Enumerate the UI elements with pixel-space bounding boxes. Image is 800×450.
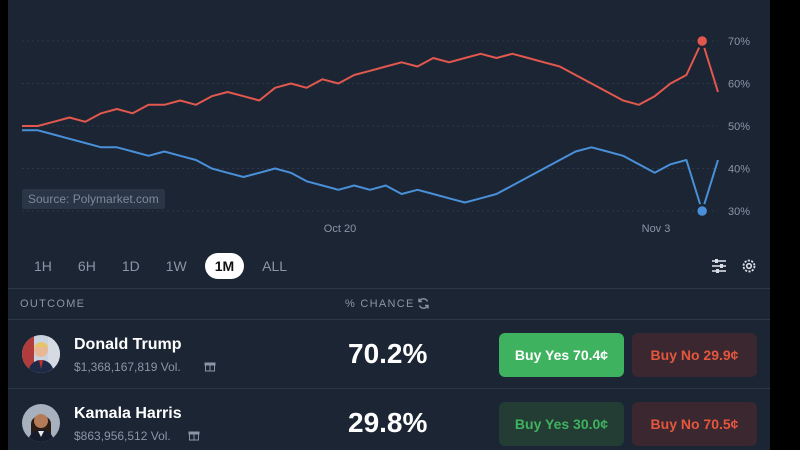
- y-tick-label: 60%: [728, 79, 750, 91]
- x-axis-ticks: Oct 20 Nov 3: [324, 223, 671, 235]
- chart-tools: [710, 257, 758, 275]
- candidate-name: Donald Trump: [74, 336, 182, 353]
- range-1w[interactable]: 1W: [165, 258, 187, 274]
- gift-icon: [204, 362, 216, 372]
- probability-chart: 70% 60% 50% 40% 30% Oct 20 Nov 3: [22, 33, 750, 235]
- chance-value: 70.2%: [348, 338, 428, 369]
- y-tick-label: 30%: [728, 206, 750, 218]
- range-1d[interactable]: 1D: [121, 258, 140, 274]
- gift-icon: [188, 431, 200, 441]
- avatar: [22, 404, 60, 442]
- outcome-row-trump[interactable]: Donald Trump $1,368,167,819 Vol. 70.2% B…: [8, 320, 770, 389]
- y-tick-label: 70%: [728, 36, 750, 48]
- range-all[interactable]: ALL: [262, 258, 288, 274]
- y-tick-label: 40%: [728, 164, 750, 176]
- range-1h[interactable]: 1H: [34, 258, 52, 274]
- range-1m[interactable]: 1M: [204, 253, 245, 279]
- series-end-dot: [694, 33, 710, 49]
- buy-yes-button[interactable]: Buy Yes 70.4¢: [499, 333, 624, 377]
- chart-grid: [22, 40, 718, 212]
- candidate-name: Kamala Harris: [74, 405, 182, 422]
- gear-icon[interactable]: [740, 257, 758, 275]
- time-range-tabs: 1H 6H 1D 1W 1M ALL: [26, 253, 305, 279]
- buy-no-button[interactable]: Buy No 70.5¢: [632, 402, 757, 446]
- x-tick-label: Oct 20: [324, 223, 356, 235]
- volume-text: $1,368,167,819 Vol.: [74, 360, 181, 374]
- chance-column-header: % CHANCE: [345, 298, 415, 310]
- y-tick-label: 50%: [728, 121, 750, 133]
- avatar: [22, 335, 60, 373]
- chart-lines: [22, 33, 719, 219]
- outcome-column-header: OUTCOME: [20, 298, 86, 310]
- x-tick-label: Nov 3: [642, 223, 671, 235]
- outcome-row-harris[interactable]: Kamala Harris $863,956,512 Vol. 29.8% Bu…: [8, 389, 770, 450]
- y-axis-ticks: 70% 60% 50% 40% 30%: [728, 36, 750, 218]
- market-panel: 70% 60% 50% 40% 30% Oct 20 Nov 3 Source: Poly…: [8, 0, 770, 450]
- table-header: OUTCOME % CHANCE: [8, 288, 770, 320]
- refresh-icon[interactable]: [417, 297, 430, 310]
- series-line-red: [22, 40, 719, 127]
- buy-yes-button[interactable]: Buy Yes 30.0¢: [499, 402, 624, 446]
- range-6h[interactable]: 6H: [77, 258, 96, 274]
- buy-no-button[interactable]: Buy No 29.9¢: [632, 333, 757, 377]
- series-end-dot: [694, 203, 710, 219]
- chance-value: 29.8%: [348, 407, 428, 438]
- series-line-blue: [22, 129, 719, 212]
- volume-text: $863,956,512 Vol.: [74, 429, 171, 443]
- source-label: Source: Polymarket.com: [22, 189, 165, 209]
- sliders-icon[interactable]: [710, 257, 728, 275]
